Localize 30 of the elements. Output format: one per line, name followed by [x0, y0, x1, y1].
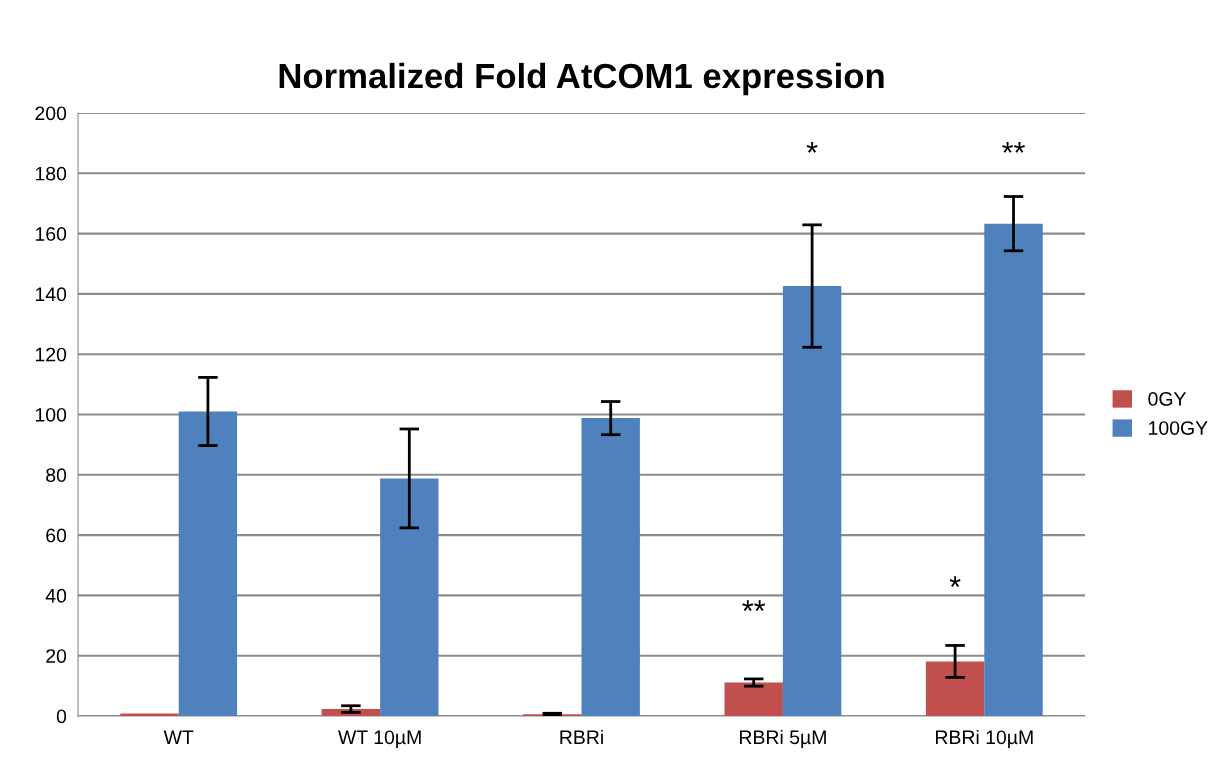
- annotation: *: [806, 142, 818, 153]
- bar: [380, 478, 439, 716]
- y-tick-label: 100: [35, 407, 67, 422]
- bar: [984, 223, 1043, 716]
- y-tick-label: 80: [46, 468, 67, 483]
- legend-label: 100GY: [1149, 421, 1208, 435]
- y-tick-label: 60: [46, 528, 67, 543]
- x-tick-label: WT 10µM: [338, 730, 421, 749]
- bar: [925, 661, 985, 716]
- legend-label: 0GY: [1148, 392, 1187, 406]
- y-tick-label: 40: [45, 588, 67, 603]
- bar: [178, 411, 238, 716]
- y-tick-label: 0: [56, 709, 67, 724]
- y-tick-label: 180: [35, 166, 67, 181]
- x-tick-label: RBRi: [560, 729, 603, 744]
- y-tick-label: 120: [35, 347, 67, 362]
- bar: [581, 418, 640, 716]
- annotation: **: [1002, 142, 1025, 153]
- y-tick-label: 140: [35, 287, 67, 302]
- annotation: **: [742, 600, 766, 612]
- y-tick-label: 200: [35, 106, 67, 121]
- bar: [724, 682, 783, 716]
- x-tick-label: RBRi 5µM: [740, 729, 826, 749]
- y-tick-label: 160: [35, 227, 67, 241]
- x-tick-label: RBRi 10µM: [935, 729, 1033, 749]
- bar: [782, 286, 842, 716]
- annotation: *: [949, 576, 961, 587]
- y-tick-label: 20: [46, 649, 67, 663]
- chart-title: Normalized Fold AtCOM1 expression: [279, 62, 884, 96]
- x-tick-label: WT: [163, 730, 194, 744]
